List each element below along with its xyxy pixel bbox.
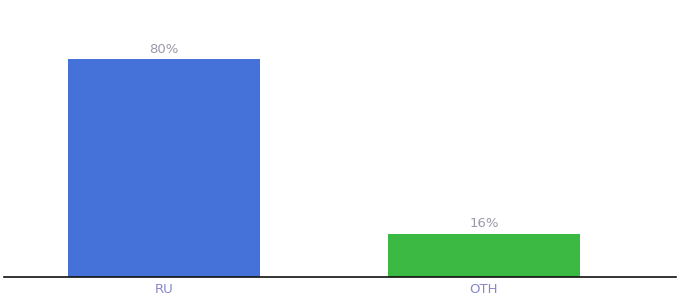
Text: 80%: 80% [150,43,179,56]
Text: 16%: 16% [469,217,498,230]
Bar [388,234,580,277]
Bar [68,59,260,277]
